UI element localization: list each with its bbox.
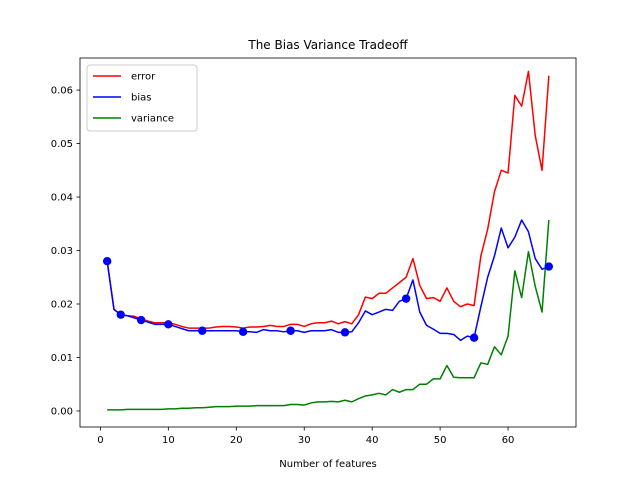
series-line-bias xyxy=(106,219,550,342)
y-tick-label: 0.05 xyxy=(51,139,73,150)
y-tick-label: 0.04 xyxy=(51,193,73,204)
legend: error bias variance xyxy=(86,64,198,132)
bias-marker-8 xyxy=(401,294,411,303)
bias-marker-7 xyxy=(340,328,350,337)
bias-marker-10 xyxy=(544,262,554,271)
y-tick-label: 0.00 xyxy=(51,406,73,417)
legend-box xyxy=(86,64,198,132)
plot-lines xyxy=(106,70,550,411)
y-tick-label: 0.02 xyxy=(51,300,73,311)
x-tick-label: 60 xyxy=(502,435,515,446)
y-axis: 0.00 0.01 0.02 0.03 0.04 0.05 0.06 xyxy=(51,86,80,417)
chart-title: The Bias Variance Tradeoff xyxy=(247,38,408,52)
bias-marker-1 xyxy=(116,310,125,319)
series-line-error xyxy=(106,70,550,329)
x-tick-label: 20 xyxy=(230,435,243,446)
bias-marker-5 xyxy=(238,327,248,337)
bias-marker-9 xyxy=(469,333,479,342)
x-axis: 0 10 20 30 40 50 60 xyxy=(97,427,514,446)
x-tick-label: 50 xyxy=(434,435,447,446)
bias-marker-0 xyxy=(102,257,112,266)
bias-marker-3 xyxy=(164,320,173,329)
legend-label-error: error xyxy=(131,72,156,83)
y-tick-label: 0.06 xyxy=(51,86,73,97)
series-line-variance xyxy=(107,219,550,411)
legend-label-variance: variance xyxy=(131,114,174,125)
bias-marker-2 xyxy=(136,315,146,325)
legend-label-bias: bias xyxy=(131,93,151,104)
bias-marker-6 xyxy=(286,326,295,335)
x-axis-label: Number of features xyxy=(279,459,376,470)
x-tick-label: 0 xyxy=(97,435,103,446)
x-tick-label: 40 xyxy=(366,435,379,446)
y-tick-label: 0.03 xyxy=(51,246,73,257)
y-tick-label: 0.01 xyxy=(51,353,73,364)
x-tick-label: 10 xyxy=(162,435,175,446)
bias-marker-4 xyxy=(198,326,207,335)
bias-markers xyxy=(102,257,554,342)
x-tick-label: 30 xyxy=(298,435,311,446)
plot-frame xyxy=(79,57,577,428)
